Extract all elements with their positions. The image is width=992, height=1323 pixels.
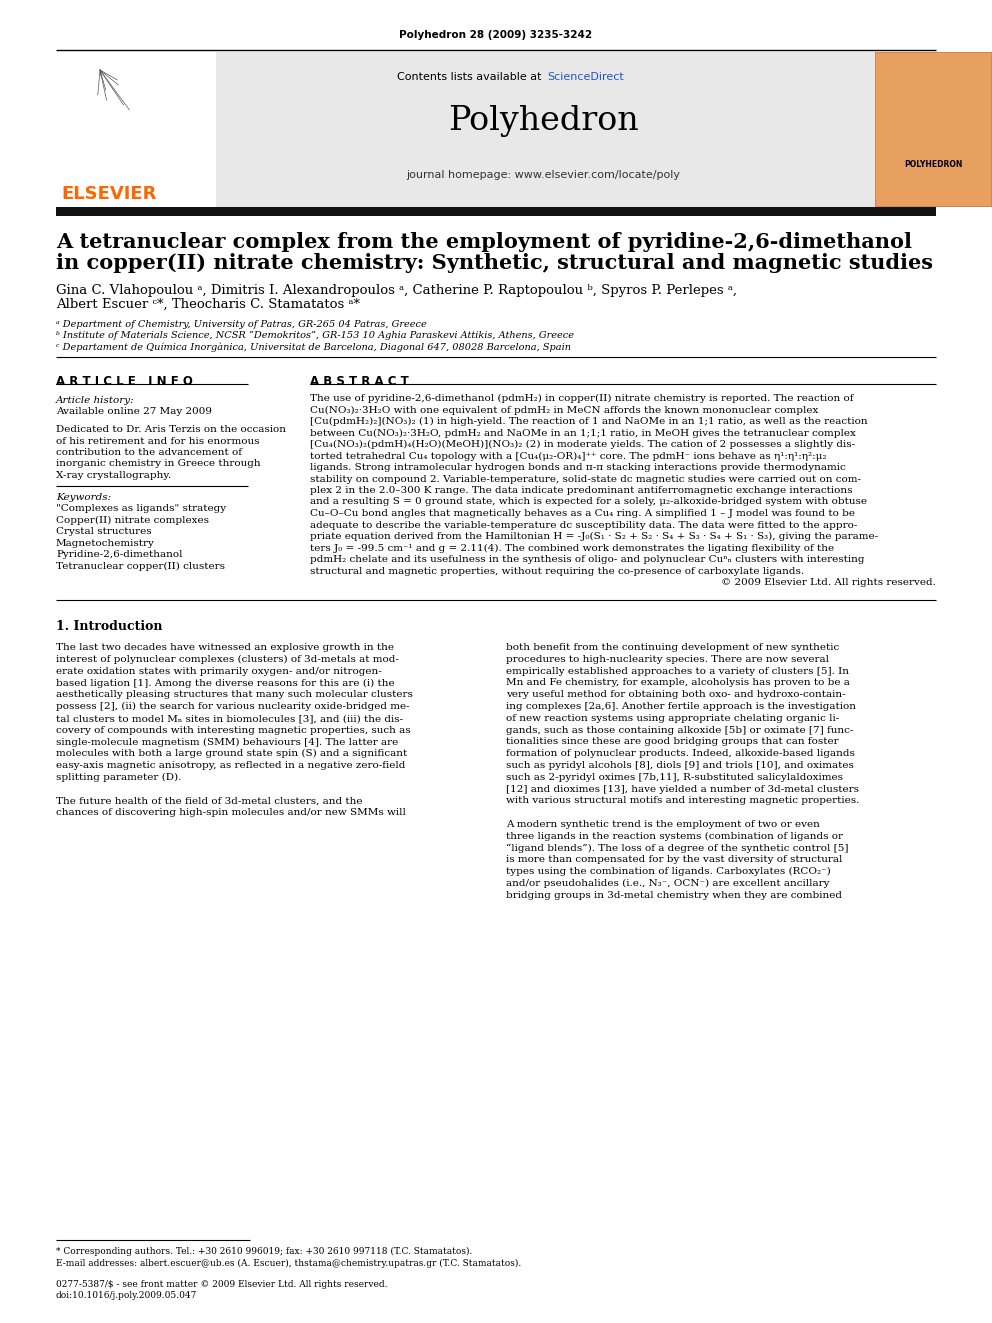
Text: structural and magnetic properties, without requiring the co-presence of carboxy: structural and magnetic properties, with…	[310, 566, 805, 576]
Text: very useful method for obtaining both oxo- and hydroxo-contain-: very useful method for obtaining both ox…	[506, 691, 845, 699]
Text: contribution to the advancement of: contribution to the advancement of	[56, 448, 242, 456]
Text: “ligand blends”). The loss of a degree of the synthetic control [5]: “ligand blends”). The loss of a degree o…	[506, 844, 848, 853]
Text: Available online 27 May 2009: Available online 27 May 2009	[56, 407, 212, 417]
Text: Copper(II) nitrate complexes: Copper(II) nitrate complexes	[56, 516, 209, 525]
Text: ᵃ Department of Chemistry, University of Patras, GR-265 04 Patras, Greece: ᵃ Department of Chemistry, University of…	[56, 320, 427, 329]
Bar	[875, 52, 992, 206]
Text: ScienceDirect: ScienceDirect	[547, 71, 624, 82]
Text: formation of polynuclear products. Indeed, alkoxide-based ligands: formation of polynuclear products. Indee…	[506, 749, 855, 758]
Text: Keywords:: Keywords:	[56, 492, 111, 501]
Text: based ligation [1]. Among the diverse reasons for this are (i) the: based ligation [1]. Among the diverse re…	[56, 679, 395, 688]
Text: aesthetically pleasing structures that many such molecular clusters: aesthetically pleasing structures that m…	[56, 691, 413, 699]
Text: ing complexes [2a,6]. Another fertile approach is the investigation: ing complexes [2a,6]. Another fertile ap…	[506, 703, 856, 710]
Text: three ligands in the reaction systems (combination of ligands or: three ligands in the reaction systems (c…	[506, 832, 843, 841]
Bar	[56, 52, 216, 206]
Text: empirically established approaches to a variety of clusters [5]. In: empirically established approaches to a …	[506, 667, 849, 676]
Text: The last two decades have witnessed an explosive growth in the: The last two decades have witnessed an e…	[56, 643, 394, 652]
Text: Contents lists available at: Contents lists available at	[397, 71, 545, 82]
Text: covery of compounds with interesting magnetic properties, such as: covery of compounds with interesting mag…	[56, 725, 411, 734]
Text: Crystal structures: Crystal structures	[56, 527, 152, 536]
Text: stability on compound 2. Variable-temperature, solid-state dc magnetic studies w: stability on compound 2. Variable-temper…	[310, 475, 861, 483]
Text: and/or pseudohalides (i.e., N₃⁻, OCN⁻) are excellent ancillary: and/or pseudohalides (i.e., N₃⁻, OCN⁻) a…	[506, 878, 829, 888]
Text: Mn and Fe chemistry, for example, alcoholysis has proven to be a: Mn and Fe chemistry, for example, alcoho…	[506, 679, 850, 688]
Text: bridging groups in 3d-metal chemistry when they are combined: bridging groups in 3d-metal chemistry wh…	[506, 890, 842, 900]
Text: inorganic chemistry in Greece through: inorganic chemistry in Greece through	[56, 459, 261, 468]
Text: gands, such as those containing alkoxide [5b] or oximate [7] func-: gands, such as those containing alkoxide…	[506, 725, 853, 734]
Text: Gina C. Vlahopoulou ᵃ, Dimitris I. Alexandropoulos ᵃ, Catherine P. Raptopoulou ᵇ: Gina C. Vlahopoulou ᵃ, Dimitris I. Alexa…	[56, 284, 737, 296]
Text: [Cu(pdmH₂)₂](NO₃)₂ (1) in high-yield. The reaction of 1 and NaOMe in an 1;1 rati: [Cu(pdmH₂)₂](NO₃)₂ (1) in high-yield. Th…	[310, 417, 868, 426]
Text: ᵇ Institute of Materials Science, NCSR “Demokritos”, GR-153 10 Aghia Paraskevi A: ᵇ Institute of Materials Science, NCSR “…	[56, 331, 574, 340]
Text: in copper(II) nitrate chemistry: Synthetic, structural and magnetic studies: in copper(II) nitrate chemistry: Synthet…	[56, 253, 933, 273]
Text: The future health of the field of 3d-metal clusters, and the: The future health of the field of 3d-met…	[56, 796, 362, 806]
Text: Cu(NO₃)₂·3H₂O with one equivalent of pdmH₂ in MeCN affords the known mononuclear: Cu(NO₃)₂·3H₂O with one equivalent of pdm…	[310, 406, 818, 414]
Text: types using the combination of ligands. Carboxylates (RCO₂⁻): types using the combination of ligands. …	[506, 867, 830, 876]
Bar	[56, 206, 936, 216]
Text: both benefit from the continuing development of new synthetic: both benefit from the continuing develop…	[506, 643, 839, 652]
Text: possess [2], (ii) the search for various nuclearity oxide-bridged me-: possess [2], (ii) the search for various…	[56, 703, 410, 712]
Text: of his retirement and for his enormous: of his retirement and for his enormous	[56, 437, 260, 446]
Text: torted tetrahedral Cu₄ topology with a [Cu₄(μ₂-OR)₄]⁺⁺ core. The pdmH⁻ ions beha: torted tetrahedral Cu₄ topology with a […	[310, 451, 826, 460]
Text: POLYHEDRON: POLYHEDRON	[904, 160, 962, 169]
Text: Polyhedron 28 (2009) 3235-3242: Polyhedron 28 (2009) 3235-3242	[400, 30, 592, 40]
Text: pdmH₂ chelate and its usefulness in the synthesis of oligo- and polynuclear Cuⁿₙ: pdmH₂ chelate and its usefulness in the …	[310, 556, 864, 564]
Text: plex 2 in the 2.0–300 K range. The data indicate predominant antiferromagnetic e: plex 2 in the 2.0–300 K range. The data …	[310, 486, 852, 495]
Text: of new reaction systems using appropriate chelating organic li-: of new reaction systems using appropriat…	[506, 714, 839, 722]
Text: and a resulting S = 0 ground state, which is expected for a solely, μ₂-alkoxide-: and a resulting S = 0 ground state, whic…	[310, 497, 867, 507]
Text: between Cu(NO₃)₂·3H₂O, pdmH₂ and NaOMe in an 1;1;1 ratio, in MeOH gives the tetr: between Cu(NO₃)₂·3H₂O, pdmH₂ and NaOMe i…	[310, 429, 856, 438]
Text: Albert Escuer ᶜ*, Theocharis C. Stamatatos ᵃ*: Albert Escuer ᶜ*, Theocharis C. Stamatat…	[56, 298, 360, 311]
Text: ligands. Strong intramolecular hydrogen bonds and π-π stacking interactions prov: ligands. Strong intramolecular hydrogen …	[310, 463, 846, 472]
Text: molecules with both a large ground state spin (S) and a significant: molecules with both a large ground state…	[56, 749, 408, 758]
Text: "Complexes as ligands" strategy: "Complexes as ligands" strategy	[56, 504, 226, 513]
Text: A B S T R A C T: A B S T R A C T	[310, 374, 409, 388]
Text: [12] and dioximes [13], have yielded a number of 3d-metal clusters: [12] and dioximes [13], have yielded a n…	[506, 785, 859, 794]
Text: ters J₀ = -99.5 cm⁻¹ and g = 2.11(4). The combined work demonstrates the ligatin: ters J₀ = -99.5 cm⁻¹ and g = 2.11(4). Th…	[310, 544, 834, 553]
Text: easy-axis magnetic anisotropy, as reflected in a negative zero-field: easy-axis magnetic anisotropy, as reflec…	[56, 761, 406, 770]
Text: Pyridine-2,6-dimethanol: Pyridine-2,6-dimethanol	[56, 550, 183, 560]
Text: procedures to high-nuclearity species. There are now several: procedures to high-nuclearity species. T…	[506, 655, 829, 664]
Bar	[876, 53, 991, 206]
Text: single-molecule magnetism (SMM) behaviours [4]. The latter are: single-molecule magnetism (SMM) behaviou…	[56, 737, 398, 746]
Text: A tetranuclear complex from the employment of pyridine-2,6-dimethanol: A tetranuclear complex from the employme…	[56, 232, 912, 251]
Text: The use of pyridine-2,6-dimethanol (pdmH₂) in copper(II) nitrate chemistry is re: The use of pyridine-2,6-dimethanol (pdmH…	[310, 394, 853, 404]
Text: chances of discovering high-spin molecules and/or new SMMs will: chances of discovering high-spin molecul…	[56, 808, 406, 818]
Text: tal clusters to model Mₙ sites in biomolecules [3], and (iii) the dis-: tal clusters to model Mₙ sites in biomol…	[56, 714, 403, 722]
Text: splitting parameter (D).: splitting parameter (D).	[56, 773, 182, 782]
Text: such as pyridyl alcohols [8], diols [9] and triols [10], and oximates: such as pyridyl alcohols [8], diols [9] …	[506, 761, 854, 770]
Text: * Corresponding authors. Tel.: +30 2610 996019; fax: +30 2610 997118 (T.C. Stama: * Corresponding authors. Tel.: +30 2610 …	[56, 1248, 472, 1256]
Text: © 2009 Elsevier Ltd. All rights reserved.: © 2009 Elsevier Ltd. All rights reserved…	[721, 578, 936, 587]
Text: interest of polynuclear complexes (clusters) of 3d-metals at mod-: interest of polynuclear complexes (clust…	[56, 655, 399, 664]
Text: Polyhedron: Polyhedron	[447, 105, 638, 138]
Text: ᶜ Departament de Química Inorgànica, Universitat de Barcelona, Diagonal 647, 080: ᶜ Departament de Química Inorgànica, Uni…	[56, 343, 571, 352]
Bar	[215, 52, 875, 206]
Text: Article history:: Article history:	[56, 396, 135, 405]
Text: is more than compensated for by the vast diversity of structural: is more than compensated for by the vast…	[506, 856, 842, 864]
Text: tionalities since these are good bridging groups that can foster: tionalities since these are good bridgin…	[506, 737, 838, 746]
Text: A R T I C L E   I N F O: A R T I C L E I N F O	[56, 374, 192, 388]
Text: X-ray crystallography.: X-ray crystallography.	[56, 471, 172, 480]
Text: with various structural motifs and interesting magnetic properties.: with various structural motifs and inter…	[506, 796, 859, 806]
Text: 0277-5387/$ - see front matter © 2009 Elsevier Ltd. All rights reserved.: 0277-5387/$ - see front matter © 2009 El…	[56, 1279, 388, 1289]
Text: journal homepage: www.elsevier.com/locate/poly: journal homepage: www.elsevier.com/locat…	[406, 169, 680, 180]
Text: Dedicated to Dr. Aris Terzis on the occasion: Dedicated to Dr. Aris Terzis on the occa…	[56, 425, 286, 434]
Text: A modern synthetic trend is the employment of two or even: A modern synthetic trend is the employme…	[506, 820, 819, 830]
Text: E-mail addresses: albert.escuer@ub.es (A. Escuer), thstama@chemistry.upatras.gr : E-mail addresses: albert.escuer@ub.es (A…	[56, 1259, 521, 1269]
Text: such as 2-pyridyl oximes [7b,11], R-substituted salicylaldoximes: such as 2-pyridyl oximes [7b,11], R-subs…	[506, 773, 843, 782]
Text: adequate to describe the variable-temperature dc susceptibility data. The data w: adequate to describe the variable-temper…	[310, 520, 857, 529]
Text: Tetranuclear copper(II) clusters: Tetranuclear copper(II) clusters	[56, 561, 225, 570]
Text: erate oxidation states with primarily oxygen- and/or nitrogen-: erate oxidation states with primarily ox…	[56, 667, 382, 676]
Text: doi:10.1016/j.poly.2009.05.047: doi:10.1016/j.poly.2009.05.047	[56, 1291, 197, 1301]
Text: priate equation derived from the Hamiltonian H = -J₀(S₁ · S₂ + S₂ · S₄ + S₃ · S₄: priate equation derived from the Hamilto…	[310, 532, 878, 541]
Text: ELSEVIER: ELSEVIER	[61, 185, 157, 202]
Text: Cu–O–Cu bond angles that magnetically behaves as a Cu₄ ring. A simplified 1 – J : Cu–O–Cu bond angles that magnetically be…	[310, 509, 855, 519]
Text: 1. Introduction: 1. Introduction	[56, 620, 163, 632]
Text: [Cu₄(NO₃)₂(pdmH)₄(H₂O)(MeOH)](NO₃)₂ (2) in moderate yields. The cation of 2 poss: [Cu₄(NO₃)₂(pdmH)₄(H₂O)(MeOH)](NO₃)₂ (2) …	[310, 441, 855, 448]
Text: Magnetochemistry: Magnetochemistry	[56, 538, 155, 548]
